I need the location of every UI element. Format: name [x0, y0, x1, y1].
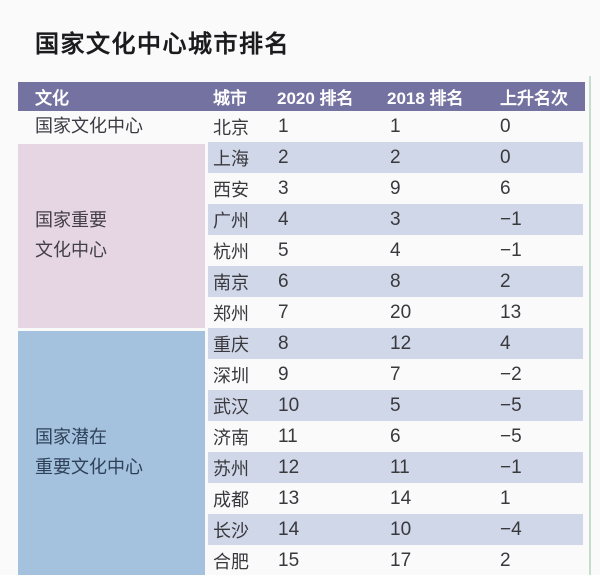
- city-cell: 苏州: [213, 458, 249, 479]
- table-row: 郑州 7 20 13: [208, 297, 583, 328]
- table-row: 上海 2 2 0: [208, 142, 583, 173]
- category-label: 国家文化中心: [35, 115, 143, 136]
- table-row: 深圳 9 7 −2: [208, 359, 583, 390]
- city-cell: 广州: [213, 210, 249, 231]
- rank-change-cell: −5: [500, 394, 522, 416]
- rank-change-cell: 0: [500, 115, 511, 137]
- rank-2020-cell: 12: [278, 456, 300, 478]
- rank-2018-cell: 1: [390, 115, 401, 137]
- city-rows: 北京 1 1 0 上海 2 2 0 西安 3 9 6: [205, 111, 585, 575]
- city-cell: 武汉: [213, 396, 249, 417]
- city-cell: 西安: [213, 179, 249, 200]
- rank-change-cell: 4: [500, 332, 511, 354]
- category-label-line: 文化中心: [35, 240, 107, 260]
- city-cell: 北京: [213, 117, 249, 138]
- rank-2018-cell: 6: [390, 425, 401, 447]
- col-header-2020-rank: 2020 排名: [277, 89, 354, 108]
- rank-2018-cell: 20: [390, 301, 412, 323]
- rank-2018-cell: 9: [390, 177, 401, 199]
- category-label-line: 国家重要: [35, 210, 107, 231]
- rank-change-cell: −1: [500, 239, 522, 261]
- table-row: 长沙 14 10 −4: [208, 514, 583, 545]
- rank-2020-cell: 13: [278, 487, 300, 509]
- table-row: 重庆 8 12 4: [208, 328, 583, 359]
- table-row: 南京 6 8 2: [208, 266, 583, 297]
- col-header-2018-rank: 2018 排名: [387, 89, 464, 108]
- table-row: 广州 4 3 −1: [208, 204, 583, 235]
- rank-2020-cell: 6: [278, 270, 289, 292]
- col-header-rank-change: 上升名次: [500, 89, 568, 108]
- category-column: 国家文化中心 国家重要 文化中心 国家潜在 重要文化中心: [18, 111, 205, 575]
- rank-2020-cell: 14: [278, 518, 300, 540]
- rank-change-cell: −1: [500, 208, 522, 230]
- rank-2018-cell: 5: [390, 394, 401, 416]
- rank-2020-cell: 11: [278, 425, 298, 447]
- city-cell: 重庆: [213, 334, 249, 355]
- page-title: 国家文化中心城市排名: [35, 31, 290, 58]
- rank-change-cell: 6: [500, 177, 511, 199]
- table-row: 西安 3 9 6: [208, 173, 583, 204]
- rank-2020-cell: 5: [278, 239, 289, 261]
- rank-2020-cell: 1: [278, 115, 289, 137]
- rank-2020-cell: 15: [278, 549, 300, 571]
- rank-change-cell: 2: [500, 270, 511, 292]
- rank-2020-cell: 7: [278, 301, 289, 323]
- ranking-table: 文化 城市 2020 排名 2018 排名 上升名次 国家文化中心 国家重要 文…: [18, 82, 585, 575]
- table-row: 合肥 15 17 2: [208, 545, 583, 575]
- rank-2018-cell: 17: [390, 549, 412, 571]
- table-row: 济南 11 6 −5: [208, 421, 583, 452]
- rank-2020-cell: 8: [278, 332, 289, 354]
- table-header-row: 文化 城市 2020 排名 2018 排名 上升名次: [18, 82, 585, 111]
- table-row: 北京 1 1 0: [208, 111, 583, 142]
- rank-2020-cell: 10: [278, 394, 300, 416]
- rank-2018-cell: 12: [390, 332, 412, 354]
- rank-2020-cell: 9: [278, 363, 289, 385]
- rank-2018-cell: 7: [390, 363, 401, 385]
- rank-2020-cell: 4: [278, 208, 289, 230]
- rank-change-cell: 0: [500, 146, 511, 168]
- city-cell: 长沙: [213, 520, 249, 541]
- rank-change-cell: −4: [500, 518, 522, 540]
- right-edge-decorative-line: [589, 76, 591, 575]
- city-cell: 郑州: [213, 303, 249, 324]
- table-row: 成都 13 14 1: [208, 483, 583, 514]
- city-cell: 杭州: [213, 241, 249, 262]
- table-row: 苏州 12 11 −1: [208, 452, 583, 483]
- city-cell: 上海: [213, 148, 249, 169]
- rank-change-cell: 1: [500, 487, 511, 509]
- rank-2018-cell: 11: [390, 456, 410, 478]
- rank-2018-cell: 4: [390, 239, 401, 261]
- city-cell: 合肥: [213, 551, 249, 572]
- rank-change-cell: −5: [500, 425, 522, 447]
- table-row: 杭州 5 4 −1: [208, 235, 583, 266]
- rank-2020-cell: 2: [278, 146, 289, 168]
- category-cell-national-important-cultural-center: 国家重要 文化中心: [18, 142, 205, 328]
- category-cell-national-potential-important-cultural-center: 国家潜在 重要文化中心: [18, 328, 205, 575]
- rank-change-cell: 13: [500, 301, 522, 323]
- rank-2018-cell: 2: [390, 146, 401, 168]
- rank-change-cell: −1: [500, 456, 522, 478]
- category-label-line: 重要文化中心: [35, 457, 143, 477]
- rank-2018-cell: 14: [390, 487, 412, 509]
- rank-change-cell: 2: [500, 549, 511, 571]
- city-cell: 济南: [213, 427, 249, 448]
- city-cell: 成都: [213, 489, 249, 510]
- rank-2018-cell: 8: [390, 270, 401, 292]
- table-row: 武汉 10 5 −5: [208, 390, 583, 421]
- category-cell-national-cultural-center: 国家文化中心: [18, 111, 205, 142]
- table-body: 国家文化中心 国家重要 文化中心 国家潜在 重要文化中心 北京 1 1 0: [18, 111, 585, 575]
- rank-2018-cell: 3: [390, 208, 401, 230]
- col-header-culture: 文化: [35, 89, 69, 108]
- city-cell: 南京: [213, 272, 249, 293]
- city-cell: 深圳: [213, 365, 249, 386]
- category-label-line: 国家潜在: [35, 427, 107, 448]
- col-header-city: 城市: [213, 89, 247, 108]
- rank-2018-cell: 10: [390, 518, 412, 540]
- rank-2020-cell: 3: [278, 177, 289, 199]
- rank-change-cell: −2: [500, 363, 522, 385]
